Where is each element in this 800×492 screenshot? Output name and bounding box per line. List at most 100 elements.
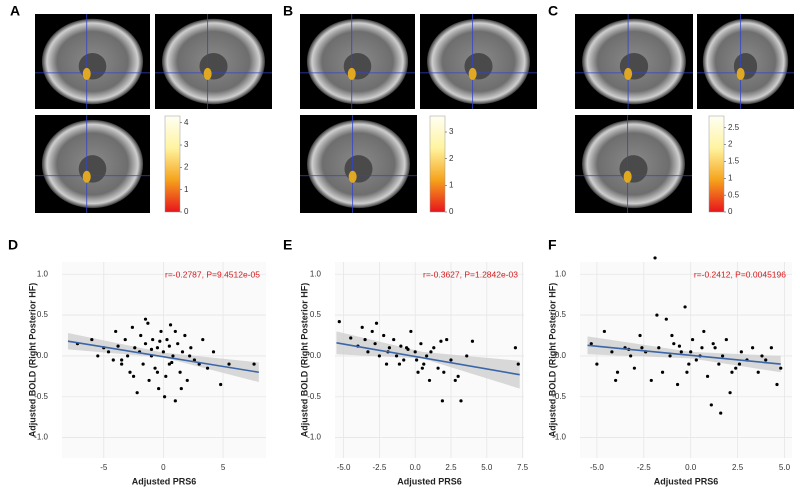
- data-point: [675, 382, 680, 387]
- y-axis-label: Adjusted BOLD (Right Posterior HF): [299, 283, 309, 438]
- data-point: [413, 350, 417, 354]
- data-point: [167, 344, 171, 348]
- colorbar-tick-label: 2: [184, 162, 189, 171]
- data-point: [739, 350, 743, 354]
- data-point: [683, 305, 687, 309]
- data-point: [366, 350, 370, 354]
- data-point: [143, 317, 148, 321]
- data-point: [205, 366, 210, 370]
- data-point: [370, 329, 374, 334]
- data-point: [734, 366, 738, 370]
- x-tick-label: 7.5: [517, 463, 529, 472]
- x-tick-label: -5.0: [337, 463, 351, 472]
- y-tick-label: 1.0: [310, 269, 322, 278]
- data-point: [595, 362, 599, 366]
- data-point: [456, 374, 460, 378]
- data-point: [664, 317, 668, 321]
- x-tick-label: 2.5: [732, 463, 744, 472]
- data-point: [442, 370, 446, 374]
- colorbar-tick-label: 0: [449, 207, 454, 216]
- confidence-band: [336, 331, 520, 389]
- data-point: [419, 342, 423, 346]
- colorbar-tick-label: 1: [728, 173, 733, 182]
- annotation: r=-0.2787, P=9.4512e-05: [165, 269, 260, 279]
- data-point: [737, 362, 742, 366]
- y-tick-label: 0.0: [310, 351, 322, 360]
- data-point: [159, 329, 163, 334]
- colorbar-tick-label: 2: [728, 140, 733, 149]
- data-point: [173, 399, 177, 403]
- data-point: [516, 362, 520, 366]
- data-point: [416, 370, 420, 374]
- data-point: [672, 342, 676, 346]
- x-tick-label: -2.5: [372, 463, 386, 472]
- data-point: [185, 378, 189, 383]
- data-point: [153, 366, 157, 370]
- data-point: [219, 382, 223, 387]
- data-point: [114, 329, 118, 334]
- panel-letter: C: [548, 3, 558, 19]
- data-point: [201, 337, 205, 342]
- data-point: [161, 350, 166, 354]
- colorbar-tick-label: 0.5: [728, 190, 740, 199]
- data-point: [143, 342, 148, 346]
- y-tick-label: -1.0: [552, 433, 566, 442]
- data-point: [615, 370, 620, 374]
- data-point: [685, 370, 689, 374]
- colorbar-tick-label: 3: [184, 140, 189, 149]
- data-point: [436, 366, 440, 370]
- data-point: [614, 378, 618, 383]
- data-point: [168, 323, 173, 327]
- data-point: [176, 342, 180, 346]
- panel-letter: D: [8, 237, 18, 253]
- y-tick-label: -0.5: [552, 392, 566, 401]
- data-point: [147, 378, 151, 383]
- y-tick-label: 0.5: [555, 310, 567, 319]
- data-point: [427, 378, 432, 383]
- data-point: [116, 344, 120, 348]
- data-point: [133, 346, 137, 350]
- data-point: [459, 399, 463, 403]
- data-point: [769, 346, 773, 350]
- data-point: [700, 346, 704, 350]
- data-point: [717, 362, 721, 366]
- activation-blob: [82, 67, 91, 80]
- data-point: [397, 362, 402, 366]
- data-point: [158, 339, 162, 343]
- brain-structure: [619, 155, 648, 183]
- data-point: [111, 358, 115, 362]
- data-point: [760, 354, 764, 358]
- data-point: [157, 386, 161, 391]
- brain-structure: [78, 155, 107, 183]
- data-point: [162, 395, 167, 399]
- x-tick-label: 0: [161, 463, 166, 472]
- x-axis-label: Adjusted PRS6: [654, 476, 719, 486]
- y-tick-label: 0.5: [310, 310, 322, 319]
- data-point: [141, 362, 145, 366]
- activation-blob: [468, 67, 477, 80]
- activation-blob: [624, 67, 633, 80]
- y-tick-label: 1.0: [555, 269, 567, 278]
- data-point: [513, 346, 518, 350]
- data-point: [470, 339, 475, 343]
- colorbar-tick-label: 2: [449, 154, 454, 163]
- data-point: [149, 347, 154, 351]
- y-tick-label: 0.0: [37, 351, 49, 360]
- activation-blob: [203, 67, 212, 80]
- data-point: [171, 354, 175, 358]
- data-point: [173, 329, 177, 334]
- data-point: [360, 325, 364, 329]
- data-point: [409, 329, 413, 334]
- y-tick-label: -0.5: [307, 392, 321, 401]
- data-point: [655, 313, 659, 317]
- data-point: [719, 411, 723, 415]
- data-point: [632, 366, 637, 370]
- data-point: [384, 362, 389, 366]
- data-point: [183, 333, 187, 338]
- data-point: [188, 354, 192, 358]
- data-point: [720, 354, 725, 358]
- y-axis-label: Adjusted BOLD (Right Posterior HF): [27, 283, 37, 438]
- brain-structure: [464, 52, 493, 80]
- data-point: [432, 346, 436, 350]
- data-point: [429, 350, 433, 354]
